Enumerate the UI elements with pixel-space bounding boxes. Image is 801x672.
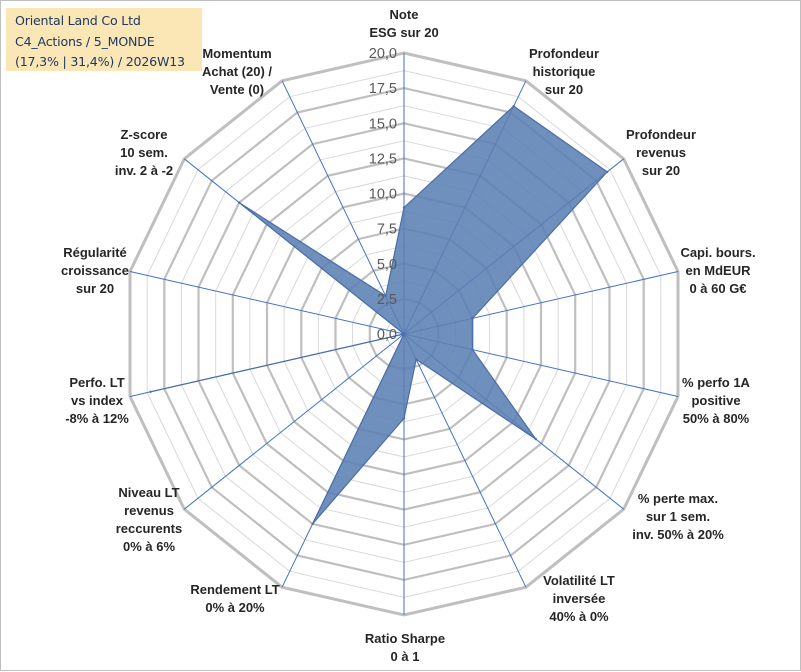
radial-tick-label: 17,5 — [369, 81, 397, 97]
axis-label: Profondeur revenus sur 20 — [626, 127, 696, 178]
axis-label: Capi. bours. en MdEUR 0 à 60 G€ — [680, 245, 755, 296]
data-point — [471, 348, 474, 351]
axis-label-line: Capi. bours. — [680, 245, 755, 260]
axis-label: Rendement LT 0% à 20% — [190, 582, 279, 615]
axis-label-line: Perfo. LT — [69, 375, 124, 390]
axis-label-line: 0 à 60 G€ — [689, 281, 746, 296]
radial-tick-label: 7,5 — [377, 222, 397, 238]
radial-tick-label: 5,0 — [377, 257, 397, 273]
axis-label-line: positive — [691, 393, 740, 408]
data-point — [238, 201, 241, 204]
axis-label: Z-score 10 sem. inv. 2 à -2 — [115, 127, 173, 178]
info-box: Oriental Land Co Ltd C4_Actions / 5_MOND… — [6, 8, 202, 71]
axis-label-line: 40% à 0% — [549, 609, 609, 624]
axis-label-line: reccurents — [116, 521, 182, 536]
axis-spoke — [129, 271, 405, 335]
axis-label-line: Ratio Sharpe — [365, 631, 445, 646]
axis-label-line: -8% à 12% — [65, 411, 129, 426]
data-point — [471, 317, 474, 320]
axis-label: % perte max. sur 1 sem. inv. 50% à 20% — [632, 491, 724, 542]
data-series-area — [150, 105, 609, 525]
radial-tick-label: 20,0 — [369, 46, 397, 62]
axis-label: Profondeur historique sur 20 — [529, 46, 599, 97]
data-point — [415, 358, 418, 361]
axis-label-line: Volatilité LT — [543, 573, 615, 588]
axis-label-line: Profondeur — [529, 46, 599, 61]
axis-label-line: inv. 50% à 20% — [632, 527, 724, 542]
axis-label-line: Profondeur — [626, 127, 696, 142]
axis-label-line: sur 20 — [545, 82, 583, 97]
axis-spoke — [183, 333, 405, 510]
axis-label-line: ESG sur 20 — [369, 25, 438, 40]
axis-label: Ratio Sharpe 0 à 1 — [365, 631, 445, 664]
axis-label-line: sur 20 — [76, 281, 114, 296]
data-point — [534, 437, 537, 441]
summary-label: (17,3% | 31,4%) / 2026W13 — [15, 54, 185, 69]
axis-label-line: inversée — [553, 591, 606, 606]
axis-label-line: croissance — [61, 263, 129, 278]
axis-label-line: inv. 2 à -2 — [115, 163, 173, 178]
data-point — [512, 104, 515, 108]
axis-label-line: Vente (0) — [210, 82, 264, 97]
data-point — [311, 522, 314, 526]
radial-tick-label: 2,5 — [377, 292, 397, 308]
category-label: C4_Actions / 5_MONDE — [15, 33, 155, 49]
axis-label-line: Z-score — [121, 127, 168, 142]
axis-label-line: Rendement LT — [190, 582, 279, 597]
axis-label-line: Niveau LT — [118, 485, 179, 500]
data-point — [149, 390, 152, 393]
axis-label-line: % perfo 1A — [682, 375, 751, 390]
axis-label-line: Note — [390, 7, 419, 22]
axis-label: Perfo. LT vs index -8% à 12% — [65, 375, 129, 426]
data-point — [606, 170, 609, 174]
axis-label: Niveau LT revenus reccurents 0% à 6% — [116, 485, 182, 554]
axis-label: Volatilité LT inversée 40% à 0% — [543, 573, 615, 624]
axis-label-line: historique — [533, 64, 596, 79]
axis-label-line: Achat (20) / — [202, 64, 272, 79]
axis-label-line: Momentum — [202, 46, 271, 61]
data-point — [402, 332, 406, 336]
data-point — [402, 206, 406, 209]
axis-label-line: 50% à 80% — [683, 411, 750, 426]
axis-label-line: 10 sem. — [120, 145, 168, 160]
axis-label-line: % perte max. — [638, 491, 718, 506]
axis-label-line: en MdEUR — [686, 263, 752, 278]
axis-label-line: revenus — [124, 503, 174, 518]
radial-tick-label: 15,0 — [369, 116, 397, 132]
radial-tick-label: 0,0 — [377, 327, 397, 343]
axis-label: Note ESG sur 20 — [369, 7, 438, 40]
radial-tick-label: 12,5 — [369, 151, 397, 167]
axis-label: Régularité croissance sur 20 — [61, 245, 129, 296]
axis-label-line: 0% à 6% — [123, 539, 175, 554]
axis-label-line: sur 20 — [642, 163, 680, 178]
data-point — [384, 294, 387, 298]
axis-spoke — [403, 333, 527, 588]
data-point — [402, 417, 406, 420]
axis-label-line: sur 1 sem. — [646, 509, 710, 524]
axis-label-line: revenus — [636, 145, 686, 160]
axis-spoke — [281, 80, 405, 335]
radial-tick-label: 10,0 — [369, 187, 397, 203]
company-name: Oriental Land Co Ltd — [15, 13, 141, 28]
axis-label-line: vs index — [71, 393, 124, 408]
axis-label: % perfo 1A positive 50% à 80% — [682, 375, 751, 426]
axis-label-line: Régularité — [63, 245, 127, 260]
axis-label-line: 0% à 20% — [205, 600, 265, 615]
axis-label-line: 0 à 1 — [391, 649, 420, 664]
axis-label: Momentum Achat (20) / Vente (0) — [202, 46, 272, 97]
